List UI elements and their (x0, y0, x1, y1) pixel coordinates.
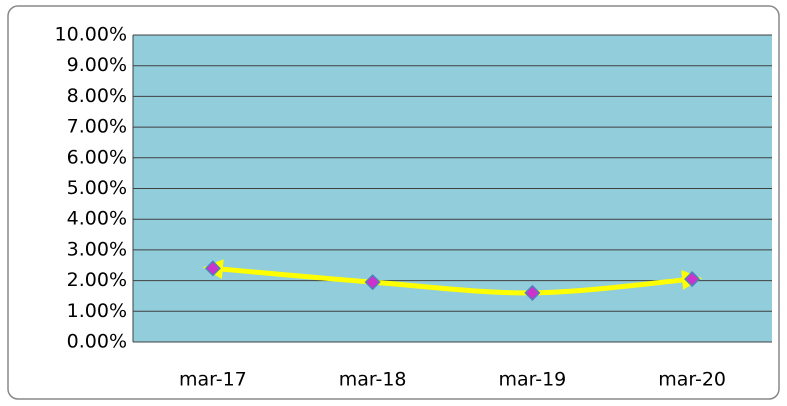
x-tick-label: mar-17 (179, 369, 247, 391)
series-line (202, 259, 703, 296)
marker (364, 274, 381, 291)
y-tick-label: 8.00% (67, 85, 127, 107)
y-tick-label: 1.00% (67, 300, 127, 322)
x-tick-label: mar-20 (658, 369, 726, 391)
y-tick-label: 10.00% (55, 24, 127, 46)
y-tick-label: 4.00% (67, 208, 127, 230)
x-tick-label: mar-18 (339, 369, 407, 391)
y-tick-label: 3.00% (67, 238, 127, 260)
y-tick-label: 5.00% (67, 177, 127, 199)
y-tick-label: 9.00% (67, 54, 127, 76)
marker (684, 271, 701, 288)
y-tick-label: 2.00% (67, 269, 127, 291)
marker (204, 260, 221, 277)
x-tick-label: mar-19 (498, 369, 566, 391)
y-tick-label: 6.00% (67, 146, 127, 168)
y-tick-label: 7.00% (67, 116, 127, 138)
marker (524, 284, 541, 301)
y-tick-label: 0.00% (67, 331, 127, 353)
